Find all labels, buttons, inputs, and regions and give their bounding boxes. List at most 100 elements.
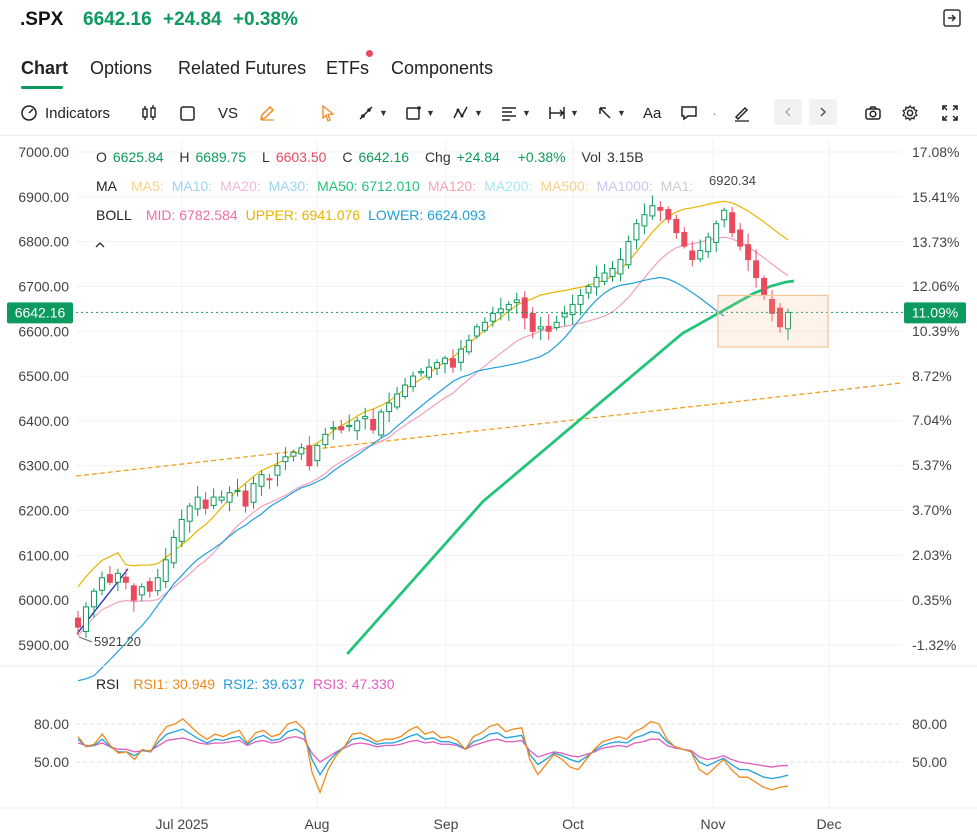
- candle-body: [553, 321, 560, 329]
- pct-tick-label: 0.35%: [912, 592, 952, 608]
- candle-body: [98, 577, 105, 591]
- collapse-legend-icon[interactable]: [95, 242, 105, 248]
- screenshot-button[interactable]: [864, 100, 882, 126]
- text-tool[interactable]: Aa: [643, 100, 661, 126]
- last-price: 6642.16: [83, 9, 152, 30]
- candle-body: [769, 299, 776, 314]
- candle-body: [122, 576, 129, 583]
- exit-fullscreen-icon[interactable]: [943, 9, 961, 27]
- candle-body: [114, 572, 121, 583]
- candle-body: [138, 586, 145, 596]
- axes: 7000.00 6900.00 6800.00 6700.00 6600.00 6500.…: [18, 144, 959, 832]
- legend-item: MA10:: [172, 178, 212, 194]
- pct-tick-label: 10.39%: [912, 323, 959, 339]
- candle-body: [106, 574, 113, 583]
- price-tick-label: 6500.00: [18, 368, 69, 384]
- tab-etfs[interactable]: ETFs: [326, 58, 369, 78]
- layout-button[interactable]: [179, 100, 196, 126]
- tab-components[interactable]: Components: [391, 58, 494, 78]
- chevron-left-icon: [784, 107, 791, 117]
- candle-body: [290, 451, 297, 457]
- tab-chart[interactable]: Chart: [21, 58, 69, 78]
- candle-body: [250, 483, 257, 503]
- chevron-down-icon: ▼: [570, 108, 579, 118]
- active-tab-indicator: [21, 86, 63, 89]
- candlestick-icon: [142, 105, 156, 120]
- candle-body: [697, 250, 704, 260]
- candle-body: [761, 277, 768, 296]
- candle-body: [202, 499, 209, 509]
- toolbar-separator: [0, 135, 977, 136]
- fullscreen-button[interactable]: [941, 100, 959, 126]
- tab-options[interactable]: Options: [90, 58, 153, 78]
- candle-body: [625, 241, 632, 266]
- candle-body: [266, 478, 273, 481]
- candle-type-button[interactable]: [140, 100, 158, 126]
- symbol: .SPX: [20, 9, 64, 30]
- candle-body: [713, 223, 720, 243]
- more-tools[interactable]: ·: [712, 104, 717, 122]
- candle-body: [641, 214, 648, 227]
- candle-body: [649, 205, 656, 217]
- square-icon: [180, 105, 195, 121]
- ma-legend: MA MA5: MA10: MA20: MA30: MA50: 6712.010 MA120…: [96, 178, 693, 194]
- tab-related-futures[interactable]: Related Futures: [178, 58, 307, 78]
- arrow-tool[interactable]: ▼: [597, 100, 626, 126]
- price-tick-label: 6000.00: [18, 592, 69, 608]
- pattern-tool[interactable]: ▼: [452, 100, 483, 126]
- candle-body: [537, 326, 544, 330]
- legend-item: MA500:: [540, 178, 588, 194]
- legend-item: MA1:: [661, 178, 694, 194]
- scroll-right-button[interactable]: [809, 99, 837, 125]
- candle-body: [130, 585, 137, 601]
- candle-body: [378, 411, 385, 436]
- shape-tool[interactable]: ▼: [404, 100, 435, 126]
- candle-body: [186, 505, 193, 522]
- candle-body: [178, 519, 185, 542]
- legend-item: MID: 6782.584: [146, 207, 238, 223]
- measure-tool[interactable]: ▼: [548, 100, 579, 126]
- last-price-label: 6642.16: [15, 304, 66, 320]
- legend-item: MA120:: [428, 178, 476, 194]
- candle-body: [521, 297, 528, 319]
- candle-body: [354, 420, 361, 432]
- legend-item: MA5:: [131, 178, 164, 194]
- candle-body: [218, 496, 225, 501]
- candle-body: [441, 357, 448, 365]
- pattern-icon: [453, 106, 468, 119]
- settings-button[interactable]: [901, 100, 919, 126]
- price-tick-label: 6600.00: [18, 323, 69, 339]
- header: .SPX 6642.16 +24.84 +0.38%: [0, 0, 977, 40]
- scroll-left-button[interactable]: [774, 99, 802, 125]
- chart-overlay: 6642.16 11.09% 5921.20 6920.34: [7, 173, 966, 649]
- candle-body: [601, 272, 608, 282]
- candle-body: [753, 260, 760, 278]
- candle-body: [705, 236, 712, 253]
- candle-body: [234, 489, 241, 492]
- rsi-panel: 80.00 80.00 50.00 50.00: [0, 665, 977, 809]
- candle-body: [82, 606, 89, 632]
- candle-body: [745, 244, 752, 261]
- candle-body: [346, 424, 353, 428]
- legend-item: LOWER: 6624.093: [368, 207, 486, 223]
- candle-body: [489, 312, 496, 322]
- candle-body: [721, 209, 728, 221]
- line-tool[interactable]: ▼: [357, 100, 388, 126]
- price-chart[interactable]: 6642.16 11.09% 5921.20 6920.34 7000.00 6900.…: [0, 136, 977, 835]
- cursor-tool[interactable]: [320, 100, 336, 126]
- pct-tick-label: -1.32%: [912, 637, 956, 653]
- boll-mid: [77, 236, 789, 637]
- compare-button[interactable]: VS: [218, 100, 238, 126]
- hide-drawings-button[interactable]: [733, 100, 751, 126]
- pct-tick-label: 8.72%: [912, 368, 952, 384]
- fib-tool[interactable]: ▼: [500, 100, 531, 126]
- price-tick-label: 6900.00: [18, 189, 69, 205]
- candle-body: [338, 426, 345, 431]
- arrow-icon: [599, 107, 611, 119]
- last-price-tag: [7, 302, 73, 324]
- indicators-button[interactable]: Indicators: [20, 100, 110, 126]
- last-pct-tag: [904, 302, 966, 324]
- candle-body: [633, 223, 640, 241]
- note-tool[interactable]: [680, 100, 698, 126]
- draw-toggle-button[interactable]: [258, 100, 276, 126]
